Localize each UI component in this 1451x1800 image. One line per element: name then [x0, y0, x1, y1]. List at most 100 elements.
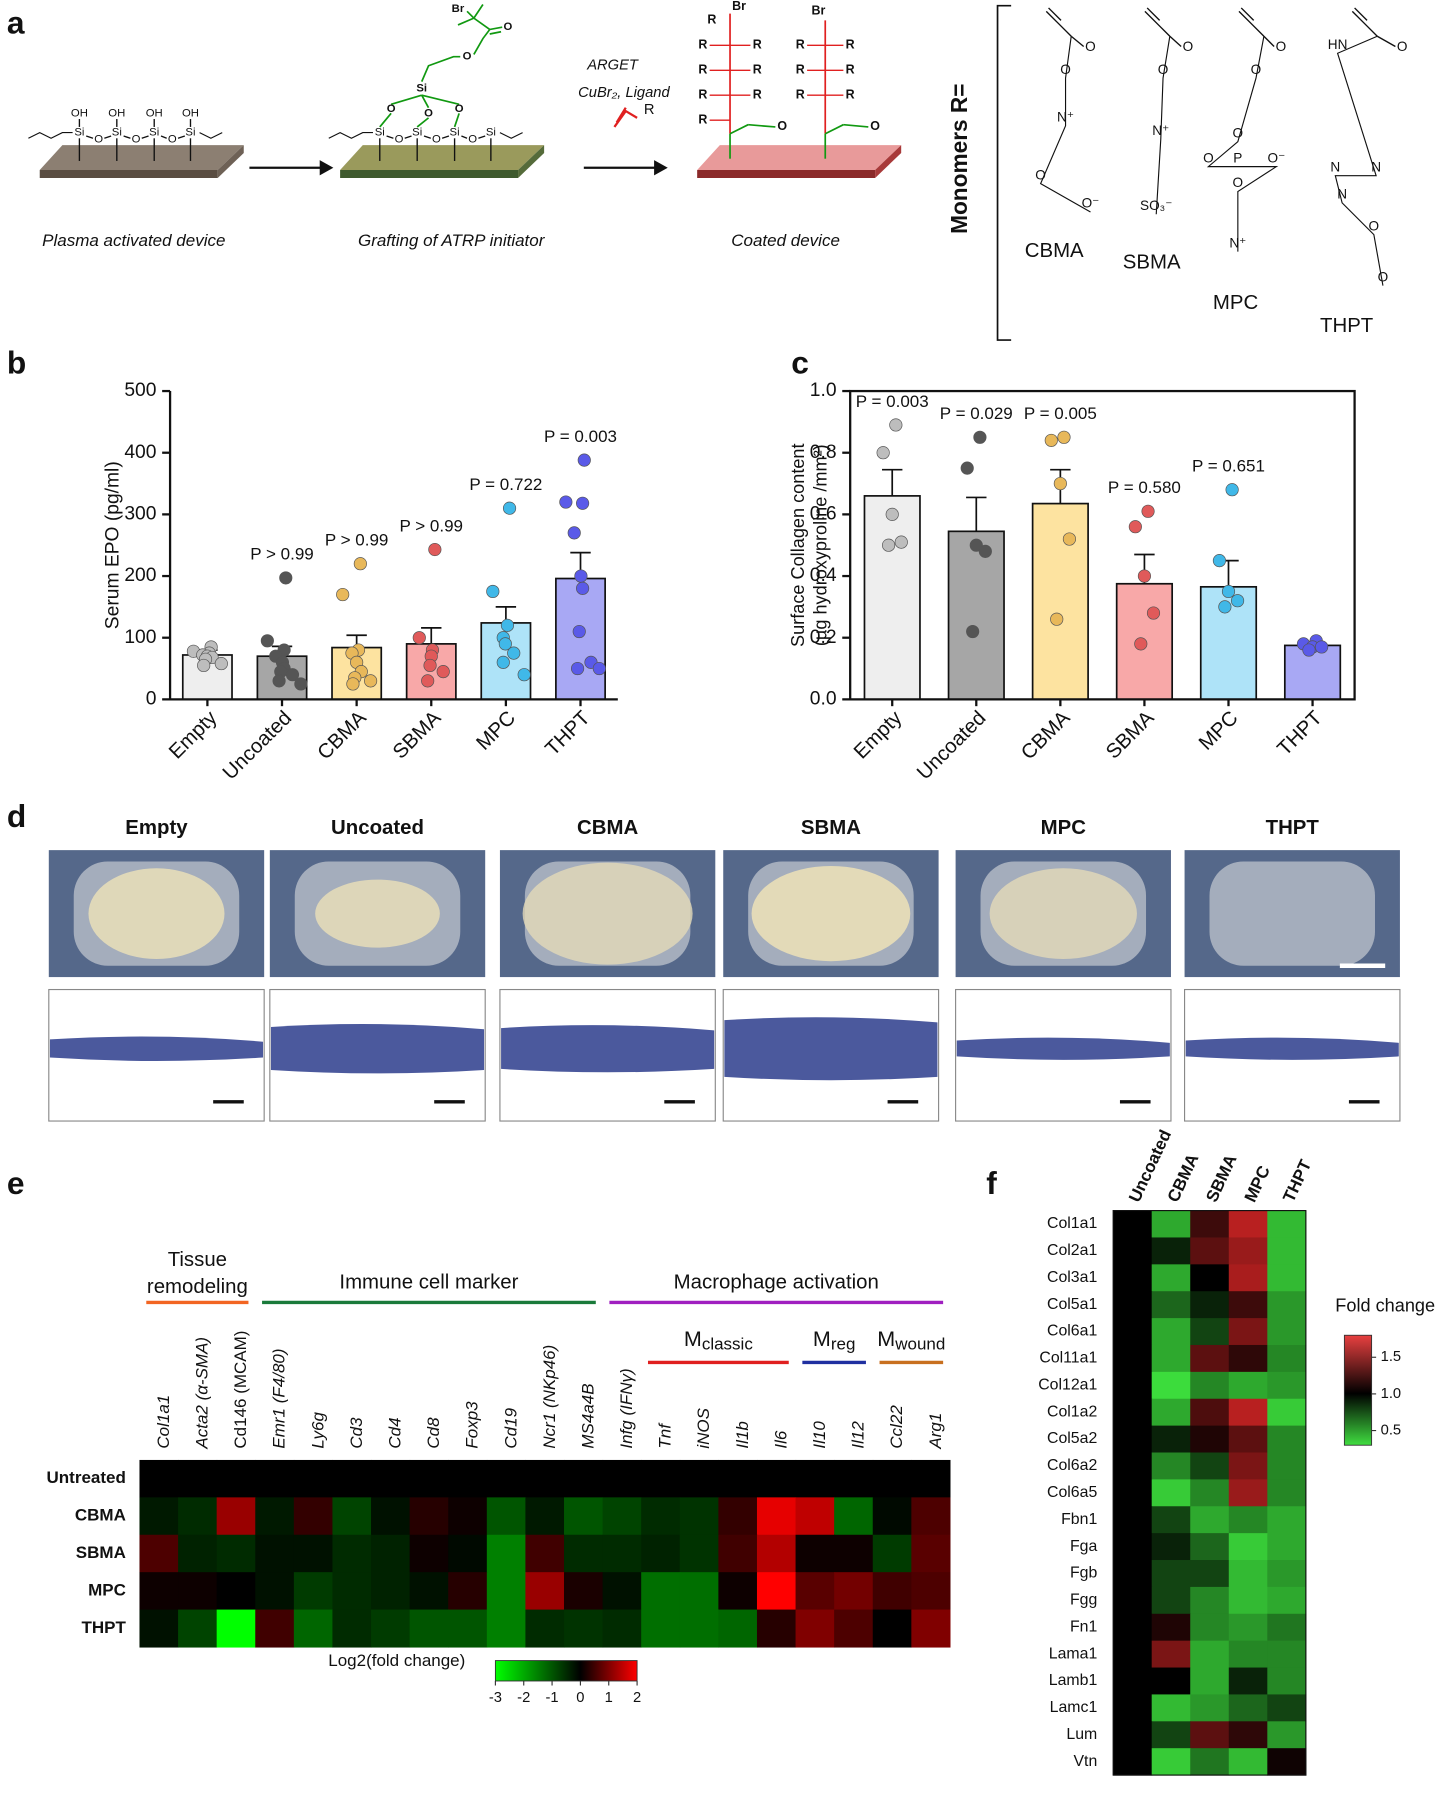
- heatmap-cell: [448, 1609, 488, 1648]
- heatmap-cell: [1113, 1210, 1153, 1239]
- heatmap-cell: [564, 1459, 604, 1498]
- bond: [1206, 36, 1279, 252]
- heatmap-cell: [1267, 1640, 1307, 1669]
- monomer-name: THPT: [1320, 315, 1373, 337]
- heatmap-cell: [1228, 1371, 1268, 1400]
- heatmap-cell: [1113, 1506, 1153, 1534]
- atom: O: [395, 133, 404, 145]
- bond: [1354, 7, 1368, 21]
- vinyl-icon: [613, 107, 638, 128]
- row-label: Fbn1: [1061, 1511, 1097, 1528]
- reagent: CuBr₂, Ligand: [578, 85, 670, 101]
- bond: [421, 94, 460, 106]
- column-label: Acta2 (α-SMA): [193, 1337, 212, 1450]
- photo-title: Empty: [125, 817, 188, 839]
- data-point: [1053, 476, 1067, 491]
- heatmap-cell: [293, 1534, 334, 1573]
- y-tick-label: 500: [124, 380, 156, 401]
- heatmap-cell: [1267, 1425, 1307, 1454]
- heatmap-cell: [1228, 1640, 1268, 1669]
- heatmap-cell: [564, 1534, 604, 1573]
- heatmap-cell: [718, 1534, 758, 1573]
- atom: R: [846, 63, 855, 77]
- bond: [379, 112, 392, 128]
- y-axis-label: (µg hydroxyproline /mm²): [811, 444, 831, 646]
- row-label: CBMA: [75, 1506, 126, 1525]
- data-point: [336, 587, 350, 602]
- row-label: Fgg: [1070, 1592, 1097, 1609]
- heatmap-cell: [1190, 1748, 1230, 1776]
- y-tick-label: 400: [124, 442, 156, 463]
- y-axis-label: Serum EPO (pg/ml): [103, 461, 124, 629]
- heatmap-cell: [756, 1534, 797, 1573]
- bond: [199, 132, 223, 139]
- data-point: [364, 674, 378, 688]
- data-point: [889, 418, 903, 432]
- heatmap-cell: [1267, 1533, 1307, 1561]
- row-label: Col1a1: [1047, 1215, 1097, 1232]
- y-tick-label: 0.4: [810, 565, 837, 586]
- atom: N⁺: [1057, 109, 1074, 124]
- colorbar-tick-label: 0: [576, 1690, 584, 1706]
- bond: [420, 94, 430, 109]
- bond: [1238, 10, 1265, 37]
- bond: [729, 123, 749, 135]
- bond: [843, 123, 869, 128]
- heatmap-cell: [1113, 1667, 1153, 1695]
- atom: OH: [108, 107, 125, 119]
- atom: O: [1378, 269, 1389, 284]
- p-value-label: P = 0.722: [469, 475, 542, 494]
- p-value-label: P = 0.005: [1024, 404, 1097, 423]
- bond: [478, 135, 486, 139]
- data-point: [882, 538, 896, 552]
- heatmap-cell: [756, 1497, 797, 1536]
- atom: Si: [74, 127, 84, 139]
- column-label: Il1b: [733, 1421, 752, 1448]
- step-label: Grafting of ATRP initiator: [358, 231, 546, 250]
- heatmap-cell: [1151, 1264, 1191, 1292]
- row-label: Col1a2: [1047, 1403, 1097, 1420]
- photo-title: CBMA: [577, 817, 638, 839]
- heatmap-cell: [1190, 1291, 1230, 1319]
- heatmap-cell: [1228, 1264, 1268, 1292]
- atom: R: [698, 63, 707, 77]
- data-point: [973, 430, 987, 444]
- heatmap-cell: [795, 1497, 835, 1536]
- atom: O: [503, 21, 512, 33]
- heatmap-cell: [718, 1497, 758, 1536]
- data-point: [1218, 600, 1232, 614]
- data-point: [894, 535, 908, 549]
- x-tick-label: Empty: [165, 706, 222, 763]
- atom: N: [1337, 187, 1347, 202]
- group-label: Macrophage activation: [674, 1272, 879, 1294]
- heatmap-cell: [1151, 1506, 1191, 1534]
- subgroup-label: Mreg: [813, 1326, 856, 1353]
- heatmap-cell: [1228, 1452, 1268, 1480]
- heatmap-cell: [371, 1497, 411, 1536]
- x-tick-label: SBMA: [1102, 707, 1159, 764]
- column-label: Ccl22: [887, 1405, 906, 1449]
- heatmap-cell: [1228, 1318, 1268, 1346]
- bond: [123, 135, 131, 139]
- heatmap-cell: [1228, 1425, 1268, 1454]
- column-label: Ly6g: [308, 1412, 327, 1449]
- atom: O⁻: [1082, 196, 1100, 211]
- atom: N⁺: [1152, 123, 1169, 138]
- bond: [1146, 7, 1161, 21]
- data-point: [353, 557, 367, 571]
- data-point: [969, 538, 983, 552]
- y-tick-label: 0.6: [810, 503, 837, 524]
- bar: [947, 530, 1005, 701]
- data-point: [885, 507, 899, 521]
- bond: [141, 135, 149, 139]
- heatmap-cell: [756, 1572, 797, 1611]
- heatmap-cell: [1190, 1586, 1230, 1615]
- heatmap-cell: [872, 1609, 912, 1648]
- p-value-label: P > 0.99: [250, 545, 314, 564]
- heatmap-cell: [409, 1497, 449, 1536]
- atom: O: [463, 51, 472, 63]
- heatmap-cell: [834, 1459, 874, 1498]
- tissue-section: [1185, 1037, 1399, 1060]
- atom: R: [796, 88, 805, 102]
